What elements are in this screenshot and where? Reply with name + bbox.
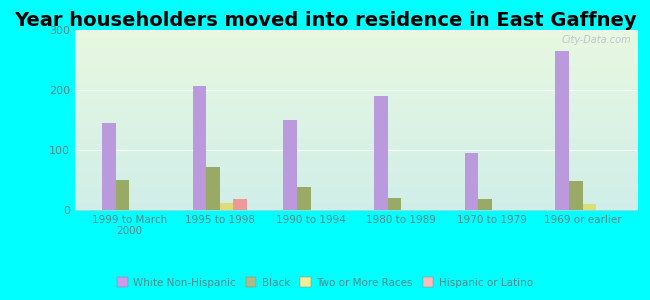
Bar <box>116 180 129 210</box>
Bar <box>387 198 401 210</box>
Bar <box>206 167 220 210</box>
Bar <box>102 123 116 210</box>
Bar <box>283 120 297 210</box>
Text: City-Data.com: City-Data.com <box>562 35 631 45</box>
Bar <box>220 203 233 210</box>
Bar <box>569 181 582 210</box>
Bar <box>478 199 492 210</box>
Bar <box>582 204 596 210</box>
Text: Year householders moved into residence in East Gaffney: Year householders moved into residence i… <box>14 11 636 29</box>
Bar <box>233 199 247 210</box>
Legend: White Non-Hispanic, Black, Two or More Races, Hispanic or Latino: White Non-Hispanic, Black, Two or More R… <box>113 273 537 292</box>
Bar <box>297 187 311 210</box>
Bar <box>374 96 387 210</box>
Bar <box>192 86 206 210</box>
Bar <box>555 51 569 210</box>
Bar <box>465 153 478 210</box>
